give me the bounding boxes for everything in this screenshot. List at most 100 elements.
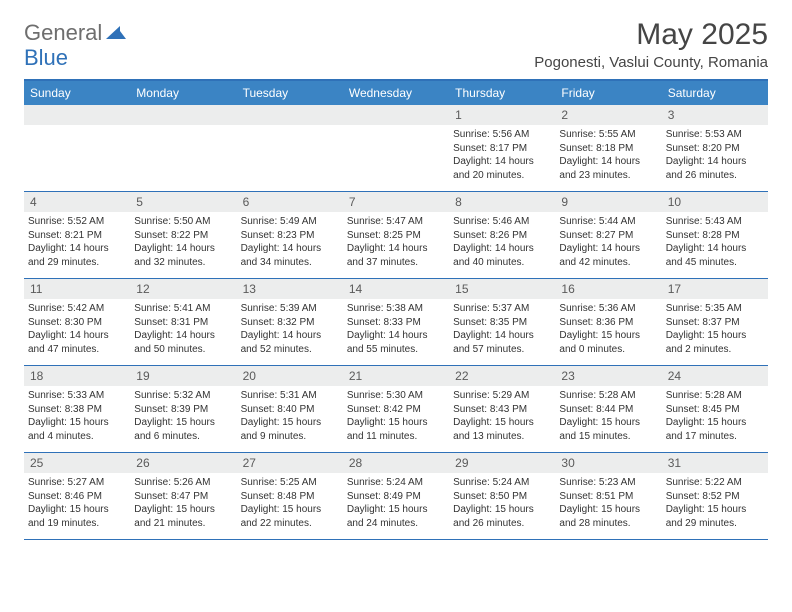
day-cell: 27 Sunrise: 5:25 AMSunset: 8:48 PMDayligh…	[237, 453, 343, 539]
brand-mark-icon	[106, 23, 126, 44]
calendar-page: General May 2025 Pogonesti, Vaslui Count…	[0, 0, 792, 540]
day-number: 28	[343, 453, 449, 473]
day-details: Sunrise: 5:53 AMSunset: 8:20 PMDaylight:…	[666, 128, 764, 182]
dow-saturday: Saturday	[662, 81, 768, 105]
day-cell	[24, 105, 130, 191]
week-row: 1 Sunrise: 5:56 AMSunset: 8:17 PMDaylight…	[24, 105, 768, 192]
day-number: 20	[237, 366, 343, 386]
day-cell: 10 Sunrise: 5:43 AMSunset: 8:28 PMDayligh…	[662, 192, 768, 278]
empty-day-bar	[130, 105, 236, 125]
day-details: Sunrise: 5:28 AMSunset: 8:45 PMDaylight:…	[666, 389, 764, 443]
day-details: Sunrise: 5:44 AMSunset: 8:27 PMDaylight:…	[559, 215, 657, 269]
day-number: 4	[24, 192, 130, 212]
day-number: 1	[449, 105, 555, 125]
brand-part2: Blue	[24, 45, 768, 71]
day-cell: 30 Sunrise: 5:23 AMSunset: 8:51 PMDayligh…	[555, 453, 661, 539]
day-cell: 20 Sunrise: 5:31 AMSunset: 8:40 PMDayligh…	[237, 366, 343, 452]
day-details: Sunrise: 5:52 AMSunset: 8:21 PMDaylight:…	[28, 215, 126, 269]
week-row: 11Sunrise: 5:42 AMSunset: 8:30 PMDayligh…	[24, 279, 768, 366]
day-number: 18	[24, 366, 130, 386]
day-number: 12	[130, 279, 236, 299]
day-details: Sunrise: 5:38 AMSunset: 8:33 PMDaylight:…	[347, 302, 445, 356]
day-number: 26	[130, 453, 236, 473]
day-cell	[343, 105, 449, 191]
empty-day-bar	[24, 105, 130, 125]
week-row: 18 Sunrise: 5:33 AMSunset: 8:38 PMDayligh…	[24, 366, 768, 453]
empty-day-bar	[343, 105, 449, 125]
day-cell: 14Sunrise: 5:38 AMSunset: 8:33 PMDayligh…	[343, 279, 449, 365]
day-cell: 19 Sunrise: 5:32 AMSunset: 8:39 PMDayligh…	[130, 366, 236, 452]
day-number: 29	[449, 453, 555, 473]
day-number: 31	[662, 453, 768, 473]
day-number: 9	[555, 192, 661, 212]
brand-logo: General	[24, 18, 128, 44]
day-details: Sunrise: 5:23 AMSunset: 8:51 PMDaylight:…	[559, 476, 657, 530]
day-cell: 12 Sunrise: 5:41 AMSunset: 8:31 PMDayligh…	[130, 279, 236, 365]
day-cell: 25 Sunrise: 5:27 AMSunset: 8:46 PMDayligh…	[24, 453, 130, 539]
dow-thursday: Thursday	[449, 81, 555, 105]
day-cell: 9 Sunrise: 5:44 AMSunset: 8:27 PMDaylight…	[555, 192, 661, 278]
day-cell: 13Sunrise: 5:39 AMSunset: 8:32 PMDayligh…	[237, 279, 343, 365]
day-cell	[130, 105, 236, 191]
brand-part1: General	[24, 22, 102, 44]
day-cell: 24 Sunrise: 5:28 AMSunset: 8:45 PMDayligh…	[662, 366, 768, 452]
day-cell	[237, 105, 343, 191]
day-details: Sunrise: 5:29 AMSunset: 8:43 PMDaylight:…	[453, 389, 551, 443]
day-number: 6	[237, 192, 343, 212]
day-details: Sunrise: 5:55 AMSunset: 8:18 PMDaylight:…	[559, 128, 657, 182]
day-cell: 15 Sunrise: 5:37 AMSunset: 8:35 PMDayligh…	[449, 279, 555, 365]
day-number: 3	[662, 105, 768, 125]
day-details: Sunrise: 5:56 AMSunset: 8:17 PMDaylight:…	[453, 128, 551, 182]
day-details: Sunrise: 5:47 AMSunset: 8:25 PMDaylight:…	[347, 215, 445, 269]
day-number: 27	[237, 453, 343, 473]
day-details: Sunrise: 5:22 AMSunset: 8:52 PMDaylight:…	[666, 476, 764, 530]
day-number: 21	[343, 366, 449, 386]
day-details: Sunrise: 5:35 AMSunset: 8:37 PMDaylight:…	[666, 302, 764, 356]
dow-tuesday: Tuesday	[237, 81, 343, 105]
day-details: Sunrise: 5:41 AMSunset: 8:31 PMDaylight:…	[134, 302, 232, 356]
day-number: 15	[449, 279, 555, 299]
day-number: 10	[662, 192, 768, 212]
day-details: Sunrise: 5:42 AMSunset: 8:30 PMDaylight:…	[28, 302, 126, 356]
day-details: Sunrise: 5:26 AMSunset: 8:47 PMDaylight:…	[134, 476, 232, 530]
day-cell: 31 Sunrise: 5:22 AMSunset: 8:52 PMDayligh…	[662, 453, 768, 539]
day-cell: 16Sunrise: 5:36 AMSunset: 8:36 PMDayligh…	[555, 279, 661, 365]
day-cell: 1 Sunrise: 5:56 AMSunset: 8:17 PMDaylight…	[449, 105, 555, 191]
day-cell: 2Sunrise: 5:55 AMSunset: 8:18 PMDaylight…	[555, 105, 661, 191]
day-details: Sunrise: 5:39 AMSunset: 8:32 PMDaylight:…	[241, 302, 339, 356]
day-details: Sunrise: 5:27 AMSunset: 8:46 PMDaylight:…	[28, 476, 126, 530]
day-number: 17	[662, 279, 768, 299]
day-cell: 26 Sunrise: 5:26 AMSunset: 8:47 PMDayligh…	[130, 453, 236, 539]
day-cell: 5Sunrise: 5:50 AMSunset: 8:22 PMDaylight…	[130, 192, 236, 278]
day-details: Sunrise: 5:25 AMSunset: 8:48 PMDaylight:…	[241, 476, 339, 530]
day-number: 5	[130, 192, 236, 212]
dow-monday: Monday	[130, 81, 236, 105]
day-cell: 8Sunrise: 5:46 AMSunset: 8:26 PMDaylight…	[449, 192, 555, 278]
day-cell: 11Sunrise: 5:42 AMSunset: 8:30 PMDayligh…	[24, 279, 130, 365]
day-number: 24	[662, 366, 768, 386]
day-number: 7	[343, 192, 449, 212]
day-number: 25	[24, 453, 130, 473]
day-cell: 22 Sunrise: 5:29 AMSunset: 8:43 PMDayligh…	[449, 366, 555, 452]
week-row: 4 Sunrise: 5:52 AMSunset: 8:21 PMDaylight…	[24, 192, 768, 279]
day-details: Sunrise: 5:24 AMSunset: 8:50 PMDaylight:…	[453, 476, 551, 530]
day-cell: 28 Sunrise: 5:24 AMSunset: 8:49 PMDayligh…	[343, 453, 449, 539]
day-number: 23	[555, 366, 661, 386]
day-details: Sunrise: 5:32 AMSunset: 8:39 PMDaylight:…	[134, 389, 232, 443]
day-details: Sunrise: 5:37 AMSunset: 8:35 PMDaylight:…	[453, 302, 551, 356]
day-cell: 23Sunrise: 5:28 AMSunset: 8:44 PMDayligh…	[555, 366, 661, 452]
day-cell: 7 Sunrise: 5:47 AMSunset: 8:25 PMDaylight…	[343, 192, 449, 278]
day-cell: 17 Sunrise: 5:35 AMSunset: 8:37 PMDayligh…	[662, 279, 768, 365]
day-details: Sunrise: 5:43 AMSunset: 8:28 PMDaylight:…	[666, 215, 764, 269]
day-number: 22	[449, 366, 555, 386]
day-details: Sunrise: 5:33 AMSunset: 8:38 PMDaylight:…	[28, 389, 126, 443]
day-cell: 21Sunrise: 5:30 AMSunset: 8:42 PMDayligh…	[343, 366, 449, 452]
day-details: Sunrise: 5:24 AMSunset: 8:49 PMDaylight:…	[347, 476, 445, 530]
day-cell: 6Sunrise: 5:49 AMSunset: 8:23 PMDaylight…	[237, 192, 343, 278]
dow-header-row: Sunday Monday Tuesday Wednesday Thursday…	[24, 81, 768, 105]
dow-friday: Friday	[555, 81, 661, 105]
day-number: 30	[555, 453, 661, 473]
day-details: Sunrise: 5:31 AMSunset: 8:40 PMDaylight:…	[241, 389, 339, 443]
empty-day-bar	[237, 105, 343, 125]
day-number: 19	[130, 366, 236, 386]
